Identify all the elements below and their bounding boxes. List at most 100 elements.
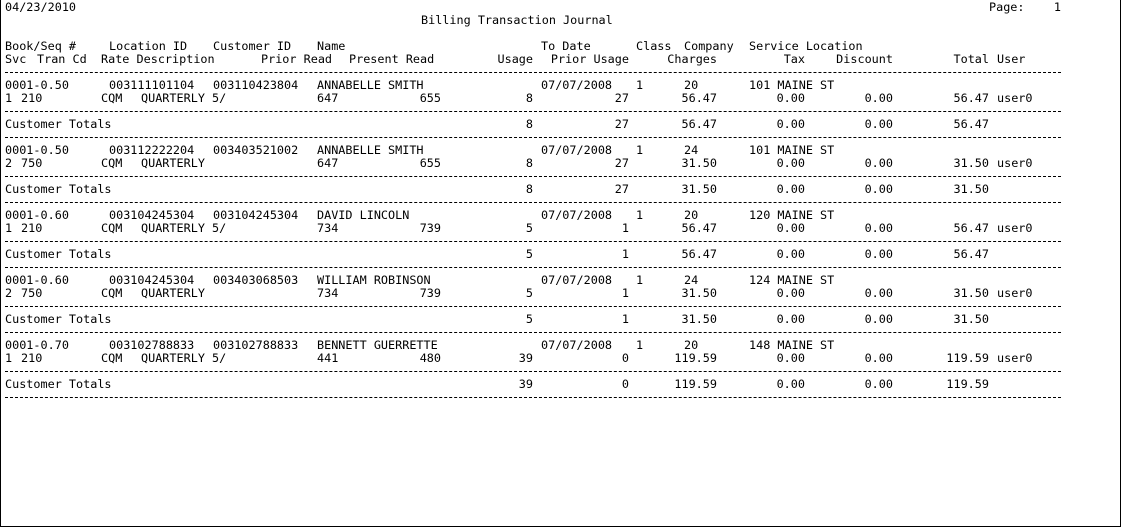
cd: CQM [101,286,123,300]
svc: 1 [5,221,13,235]
totals-tax: 0.00 [776,377,805,391]
prior-usage: 1 [621,221,629,235]
charges: 56.47 [681,91,717,105]
prior-usage: 27 [614,156,629,170]
present-read: 480 [419,351,441,365]
book-seq: 0001-0.50 [5,78,69,92]
totals-usage: 8 [525,182,533,196]
company: 24 [684,143,699,157]
cd: CQM [101,156,123,170]
totals-usage: 5 [525,247,533,261]
to-date: 07/07/2008 [541,338,613,352]
customer-id: 003403068503 [213,273,299,287]
service-location: 148 MAINE ST [749,338,835,352]
customer-totals-label: Customer Totals [5,117,112,131]
company: 24 [684,273,699,287]
present-read: 739 [419,286,441,300]
location-id: 003111101104 [109,78,195,92]
prior-read: 734 [317,221,339,235]
report-title: Billing Transaction Journal [421,13,613,27]
totals-total: 56.47 [953,247,989,261]
total: 31.50 [953,286,989,300]
class: 1 [636,273,644,287]
book-seq: 0001-0.50 [5,143,69,157]
header-separator [5,72,1061,73]
user: user0 [997,351,1033,365]
discount: 0.00 [864,351,893,365]
totals-discount: 0.00 [864,117,893,131]
to-date: 07/07/2008 [541,208,613,222]
totals-usage: 5 [525,312,533,326]
class: 1 [636,338,644,352]
company: 20 [684,338,699,352]
cd: CQM [101,351,123,365]
totals-separator [5,202,1061,203]
customer-totals-label: Customer Totals [5,377,112,391]
header-present-read: Present Read [349,52,435,66]
prior-usage: 27 [614,91,629,105]
company: 20 [684,208,699,222]
total: 56.47 [953,91,989,105]
class: 1 [636,208,644,222]
customer-id: 003102788833 [213,338,299,352]
record-separator [5,111,1061,112]
header-user: User [997,52,1026,66]
header-to-date: To Date [541,39,591,53]
totals-total: 31.50 [953,182,989,196]
prior-usage: 0 [621,351,629,365]
totals-total: 56.47 [953,117,989,131]
totals-discount: 0.00 [864,377,893,391]
usage: 8 [525,91,533,105]
header-book-seq: Book/Seq # [5,39,77,53]
company: 20 [684,78,699,92]
usage: 5 [525,221,533,235]
discount: 0.00 [864,156,893,170]
totals-separator [5,332,1061,333]
header-prior-read: Prior Read [261,52,333,66]
total: 56.47 [953,221,989,235]
tran: 210 [21,351,43,365]
totals-tax: 0.00 [776,312,805,326]
tax: 0.00 [776,351,805,365]
customer-id: 003403521002 [213,143,299,157]
service-location: 101 MAINE ST [749,143,835,157]
totals-total: 119.59 [946,377,989,391]
svc: 1 [5,351,13,365]
totals-separator [5,137,1061,138]
tax: 0.00 [776,156,805,170]
prior-usage: 1 [621,286,629,300]
header-svc: Svc [5,52,27,66]
present-read: 739 [419,221,441,235]
customer-name: ANNABELLE SMITH [317,143,424,157]
totals-tax: 0.00 [776,117,805,131]
customer-name: BENNETT GUERRETTE [317,338,438,352]
discount: 0.00 [864,286,893,300]
header-service-location: Service Location [749,39,863,53]
record-separator [5,371,1061,372]
header-tran-cd: Tran Cd [37,52,87,66]
header-location-id: Location ID [109,39,188,53]
totals-separator [5,267,1061,268]
header-company: Company [684,39,734,53]
header-customer-id: Customer ID [213,39,292,53]
charges: 31.50 [681,286,717,300]
usage: 39 [518,351,533,365]
rate-description: QUARTERLY 5/ [141,91,227,105]
location-id: 003104245304 [109,273,195,287]
customer-name: ANNABELLE SMITH [317,78,424,92]
totals-tax: 0.00 [776,247,805,261]
customer-id: 003110423804 [213,78,299,92]
totals-discount: 0.00 [864,247,893,261]
tran: 750 [21,156,43,170]
totals-prior-usage: 1 [621,312,629,326]
customer-name: DAVID LINCOLN [317,208,410,222]
totals-tax: 0.00 [776,182,805,196]
to-date: 07/07/2008 [541,78,613,92]
user: user0 [997,286,1033,300]
cd: CQM [101,221,123,235]
svc: 1 [5,91,13,105]
user: user0 [997,221,1033,235]
cd: CQM [101,91,123,105]
class: 1 [636,78,644,92]
